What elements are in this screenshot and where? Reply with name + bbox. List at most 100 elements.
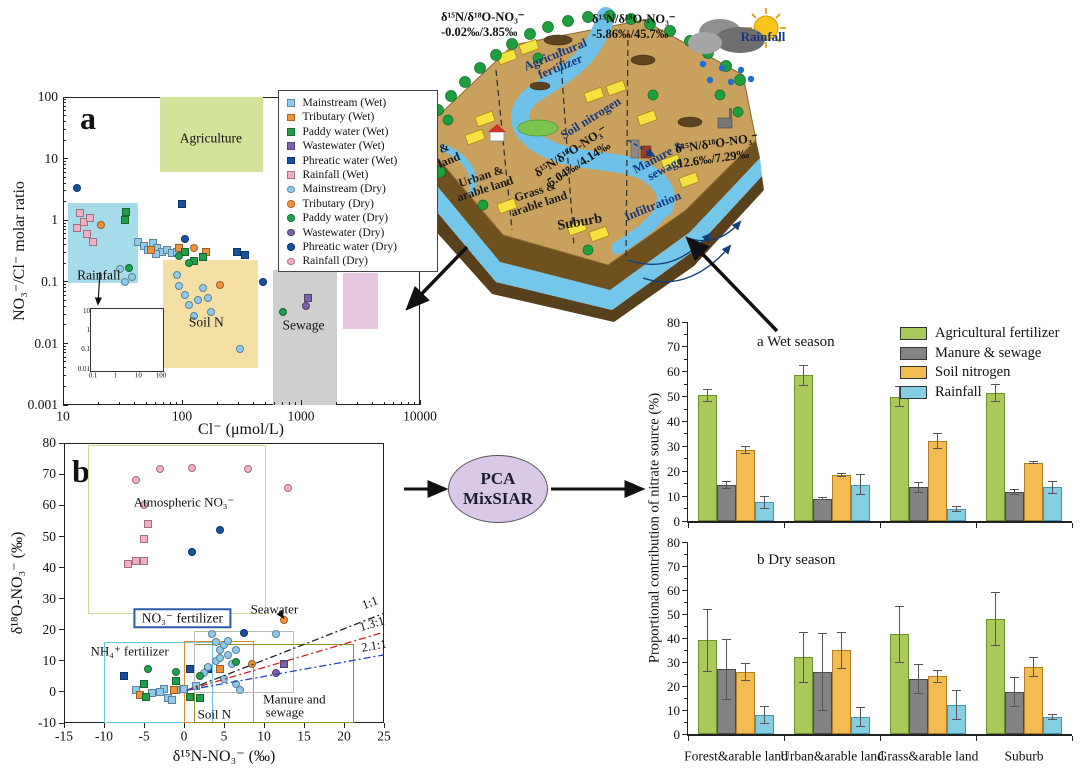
y-minor-tick [63, 171, 66, 173]
x-tick-label: 10 [257, 728, 271, 744]
y-tick-label: 80 [667, 314, 680, 330]
y-tick [682, 589, 687, 591]
x-minor-tick [253, 402, 255, 405]
y-tick-label: 70 [42, 466, 57, 482]
y-tick-label: 0 [673, 513, 681, 529]
legend-item: Mainstream (Dry) [287, 182, 386, 196]
legend-item: Phreatic water (Wet) [287, 154, 397, 168]
x-minor-tick [407, 402, 409, 405]
error-bar [995, 384, 996, 402]
error-bar-cap [722, 488, 731, 490]
x-tick [103, 723, 105, 728]
error-bar-cap [741, 662, 750, 664]
x-tick [300, 400, 302, 405]
y-tick [682, 321, 687, 323]
y-minor-tick [63, 356, 66, 358]
error-bar-cap [703, 388, 712, 390]
data-point [144, 519, 152, 528]
x-minor-tick [288, 402, 290, 405]
y-tick-label: 60 [42, 497, 57, 513]
y-minor-tick [684, 358, 687, 360]
error-bar-cap [895, 386, 904, 388]
y-minor-tick [63, 287, 66, 289]
error-bar [822, 497, 823, 500]
y-tick [682, 371, 687, 373]
data-point [178, 200, 186, 209]
error-bar [803, 365, 804, 386]
data-point [216, 653, 224, 662]
data-point [120, 277, 129, 286]
data-point [115, 265, 124, 274]
x-tick [1071, 735, 1073, 741]
data-point [206, 308, 215, 317]
y-tick [682, 613, 687, 615]
isotope-annotation-value: -5.86‰/45.7‰ [592, 27, 669, 41]
isotope-annotation-title: δ¹⁵N/δ¹⁸O-NO₃⁻ [441, 10, 525, 24]
data-point [140, 501, 148, 510]
error-bar [918, 482, 919, 493]
x-tick [62, 400, 64, 405]
y-minor-tick [63, 201, 66, 203]
y-minor-tick [63, 182, 66, 184]
y-minor-tick [684, 721, 687, 723]
data-point [172, 667, 180, 676]
region-label-sewage: Sewage [282, 317, 325, 333]
y-minor-tick [63, 251, 66, 253]
y-tick [63, 219, 68, 221]
x-minor-tick [414, 402, 416, 405]
error-bar-cap [914, 692, 923, 694]
y-tick [682, 470, 687, 472]
y-minor-tick [63, 106, 66, 108]
y-minor-tick [63, 99, 66, 101]
error-bar-cap [1029, 656, 1038, 658]
error-bar [937, 433, 938, 449]
panel-b-region-label: NH₄⁺ fertilizer [90, 643, 169, 658]
data-point [216, 526, 224, 535]
y-tick-label: 0 [673, 726, 681, 742]
y-minor-tick [63, 222, 66, 224]
y-minor-tick [684, 673, 687, 675]
x-minor-tick [264, 402, 266, 405]
panel-b-region-label: sewage [265, 704, 304, 720]
error-bar-cap [799, 631, 808, 633]
bar-agricultural-fertilizer [986, 392, 1005, 521]
panel-b-region-label: Manure and [263, 691, 326, 707]
y-tick-label: 80 [667, 534, 680, 550]
data-point [140, 680, 148, 689]
y-minor-tick [63, 139, 66, 141]
bar-manure-sewage [813, 498, 832, 521]
error-bar [1052, 481, 1053, 494]
error-bar-cap [895, 406, 904, 408]
error-bar-cap [703, 671, 712, 673]
y-tick-label: 30 [42, 590, 57, 606]
y-tick [59, 504, 64, 506]
y-axis-spine [686, 322, 688, 523]
error-bar-cap [914, 481, 923, 483]
y-axis-spine [686, 542, 688, 736]
y-tick-label: 60 [667, 582, 680, 598]
x-tick-label: 25 [377, 728, 391, 744]
bar-legend-label: Agricultural fertilizer [935, 325, 1060, 341]
error-bar-cap [895, 606, 904, 608]
mixsiar-label: MixSIAR [463, 489, 533, 508]
x-tick [263, 723, 265, 728]
rain-cloud-icon [688, 19, 765, 54]
error-bar [1052, 714, 1053, 720]
error-bar-cap [991, 644, 1000, 646]
y-minor-tick [684, 383, 687, 385]
inset-x-tick-label: 100 [155, 371, 167, 380]
pca-mixsiar-ellipse: PCA MixSIAR [448, 455, 548, 523]
category-label: Forest&arable land [684, 748, 788, 764]
x-minor-tick [357, 402, 359, 405]
error-bar [707, 389, 708, 402]
data-point [132, 557, 140, 566]
pca-label: PCA [480, 469, 516, 489]
inset-x-tick-label: 0.1 [88, 371, 98, 380]
groundwater-layer [410, 158, 762, 310]
y-tick-label: 20 [667, 678, 680, 694]
bar-legend-swatch [900, 327, 927, 340]
isotope-annotation-rainfall: δ¹⁵N/δ¹⁸O-NO₃⁻ -5.86‰/45.7‰ [592, 12, 675, 42]
error-bar-cap [818, 499, 827, 501]
bar-soil-nitrogen [736, 671, 755, 734]
x-tick-label: 100 [171, 408, 193, 424]
